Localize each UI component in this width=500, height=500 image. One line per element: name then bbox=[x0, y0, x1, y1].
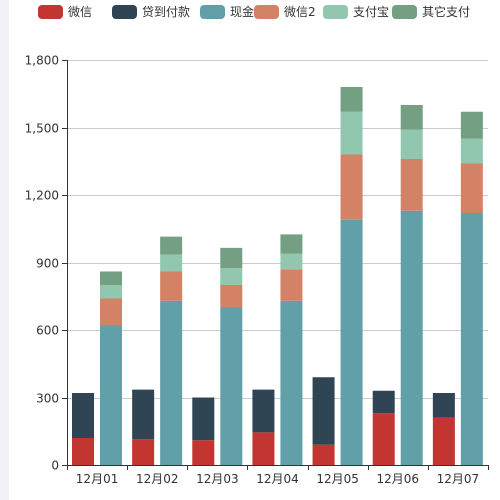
legend-label-2[interactable]: 贷到付款 bbox=[142, 5, 190, 19]
bar-微信-12月04[interactable] bbox=[252, 432, 275, 465]
bar-微信2-12月03[interactable] bbox=[220, 285, 243, 308]
bar-贷到付款-12月02[interactable] bbox=[132, 389, 155, 440]
bar-其它支付-12月06[interactable] bbox=[400, 105, 423, 130]
bar-支付宝-12月01[interactable] bbox=[100, 285, 122, 299]
y-tick-label-900: 900 bbox=[36, 257, 59, 271]
bar-微信2-12月06[interactable] bbox=[400, 159, 423, 211]
bar-现金-12月07[interactable] bbox=[460, 213, 483, 465]
x-tick-label-6: 12月06 bbox=[377, 472, 420, 486]
bar-贷到付款-12月05[interactable] bbox=[312, 377, 335, 445]
legend-swatch-1[interactable] bbox=[38, 5, 63, 19]
x-tick-label-1: 12月01 bbox=[76, 472, 119, 486]
bar-微信-12月06[interactable] bbox=[372, 413, 395, 465]
bar-其它支付-12月07[interactable] bbox=[460, 111, 483, 139]
bar-微信-12月07[interactable] bbox=[432, 417, 455, 465]
bar-现金-12月04[interactable] bbox=[280, 300, 303, 465]
bar-贷到付款-12月03[interactable] bbox=[192, 397, 215, 441]
bar-微信2-12月04[interactable] bbox=[280, 269, 303, 301]
bar-微信2-12月02[interactable] bbox=[160, 271, 183, 301]
bar-其它支付-12月05[interactable] bbox=[340, 87, 363, 112]
legend-swatch-4[interactable] bbox=[254, 5, 279, 19]
bar-贷到付款-12月01[interactable] bbox=[72, 393, 94, 438]
y-tick-label-1200: 1,200 bbox=[25, 189, 59, 203]
x-tick-label-3: 12月03 bbox=[196, 472, 239, 486]
legend-swatch-2[interactable] bbox=[112, 5, 137, 19]
bar-支付宝-12月04[interactable] bbox=[280, 253, 303, 270]
y-tick-label-1800: 1,800 bbox=[25, 54, 59, 68]
y-tick-label-600: 600 bbox=[36, 324, 59, 338]
chart-axes: 0 300 600 900 1,200 1,500 1,800 12月01 12月02 12月03… bbox=[25, 54, 489, 486]
bar-现金-12月01[interactable] bbox=[100, 325, 122, 466]
legend-label-6[interactable]: 其它支付 bbox=[422, 4, 470, 19]
bar-其它支付-12月04[interactable] bbox=[280, 234, 303, 254]
bar-现金-12月02[interactable] bbox=[160, 300, 183, 465]
x-tick-label-2: 12月02 bbox=[136, 472, 179, 486]
legend-label-5[interactable]: 支付宝 bbox=[353, 5, 389, 19]
bar-现金-12月03[interactable] bbox=[220, 307, 243, 466]
bar-支付宝-12月05[interactable] bbox=[340, 111, 363, 155]
x-tick-label-4: 12月04 bbox=[256, 472, 299, 486]
bar-现金-12月06[interactable] bbox=[400, 210, 423, 465]
bar-微信-12月01[interactable] bbox=[72, 438, 94, 465]
bar-微信-12月05[interactable] bbox=[312, 444, 335, 465]
x-tick-label-5: 12月05 bbox=[316, 472, 359, 486]
chart-grid bbox=[67, 60, 488, 399]
side-strip bbox=[0, 0, 9, 500]
y-tick-label-1500: 1,500 bbox=[25, 122, 59, 136]
y-tick-label-300: 300 bbox=[36, 392, 59, 406]
legend-swatch-6[interactable] bbox=[392, 5, 417, 19]
x-tick-label-7: 12月07 bbox=[437, 472, 480, 486]
bar-支付宝-12月07[interactable] bbox=[460, 138, 483, 164]
y-tick-label-0: 0 bbox=[51, 459, 59, 473]
legend-label-4[interactable]: 微信2 bbox=[284, 5, 316, 19]
legend-swatch-3[interactable] bbox=[200, 5, 225, 19]
bar-微信-12月02[interactable] bbox=[132, 439, 155, 465]
bar-微信2-12月01[interactable] bbox=[100, 298, 122, 326]
bar-微信2-12月07[interactable] bbox=[460, 163, 483, 214]
bar-贷到付款-12月04[interactable] bbox=[252, 389, 275, 433]
bar-其它支付-12月02[interactable] bbox=[160, 236, 183, 255]
bar-其它支付-12月01[interactable] bbox=[100, 271, 122, 286]
legend-label-3[interactable]: 现金 bbox=[230, 4, 254, 19]
chart-bars bbox=[72, 87, 483, 465]
bar-贷到付款-12月07[interactable] bbox=[432, 393, 455, 418]
bar-现金-12月05[interactable] bbox=[340, 219, 363, 465]
bar-微信2-12月05[interactable] bbox=[340, 154, 363, 220]
bar-支付宝-12月06[interactable] bbox=[400, 129, 423, 159]
bar-支付宝-12月03[interactable] bbox=[220, 268, 243, 285]
legend-swatch-5[interactable] bbox=[323, 5, 348, 19]
bar-支付宝-12月02[interactable] bbox=[160, 254, 183, 272]
bar-其它支付-12月03[interactable] bbox=[220, 247, 243, 269]
bar-微信-12月03[interactable] bbox=[192, 440, 215, 465]
chart-legend: 微信 贷到付款 现金 微信2 支付宝 其它支付 bbox=[38, 4, 470, 19]
bar-贷到付款-12月06[interactable] bbox=[372, 390, 395, 414]
legend-label-1[interactable]: 微信 bbox=[68, 5, 92, 19]
